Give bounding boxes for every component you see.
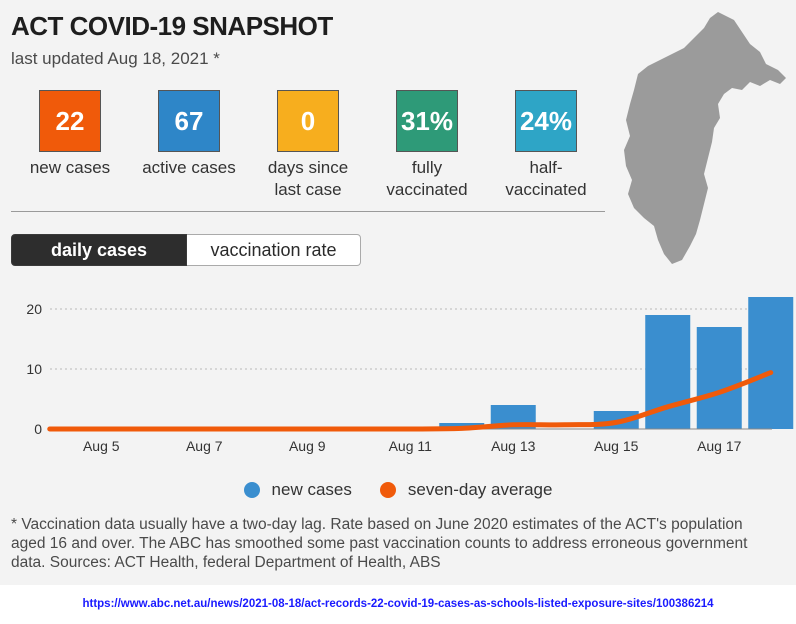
act-map-shape <box>624 12 786 264</box>
tab-daily-cases[interactable]: daily cases <box>11 234 187 266</box>
chart-tabs: daily cases vaccination rate <box>11 234 361 266</box>
stat-value-box: 24% <box>515 90 577 152</box>
source-url[interactable]: https://www.abc.net.au/news/2021-08-18/a… <box>82 598 714 610</box>
divider <box>11 211 605 212</box>
snapshot-panel: ACT COVID-19 SNAPSHOT last updated Aug 1… <box>0 0 796 585</box>
y-tick-label: 20 <box>26 301 42 317</box>
stat-value-box: 0 <box>277 90 339 152</box>
stat-label: active cases <box>142 158 236 177</box>
footnote: * Vaccination data usually have a two-da… <box>11 516 748 571</box>
y-tick-label: 10 <box>26 361 42 377</box>
stat-label: new cases <box>29 158 111 177</box>
x-tick-label: Aug 17 <box>697 438 742 454</box>
legend-item-seven-day-average: seven-day average <box>379 480 553 500</box>
x-tick-label: Aug 15 <box>594 438 639 454</box>
legend-swatch <box>379 482 396 498</box>
seven-day-average-line <box>47 370 774 432</box>
act-map-icon <box>624 12 786 264</box>
stat-label: fully vaccinated <box>386 158 468 199</box>
legend-label: seven-day average <box>407 480 553 499</box>
stat-value-box: 31% <box>396 90 458 152</box>
x-tick-label: Aug 7 <box>186 438 223 454</box>
chart-legend: new cases seven-day average <box>0 480 796 500</box>
legend-label: new cases <box>271 480 352 499</box>
legend-swatch <box>243 482 260 498</box>
stat-label: days since last case <box>267 158 349 199</box>
page-title: ACT COVID-19 SNAPSHOT <box>11 11 333 41</box>
x-tick-label: Aug 9 <box>289 438 326 454</box>
y-tick-label: 0 <box>34 421 42 437</box>
daily-cases-chart: 0 10 20 Aug 5 Aug 7 Aug 9 Aug 11 Aug 13 Aug 15 Au… <box>26 297 794 454</box>
legend-item-new-cases: new cases <box>243 480 352 500</box>
stat-fully-vaccinated: 31% fully vaccinated <box>367 90 487 201</box>
stat-label: half- vaccinated <box>505 158 587 199</box>
stat-active-cases: 67 active cases <box>129 90 249 179</box>
last-updated-text: last updated Aug 18, 2021 * <box>11 49 220 68</box>
stat-value-box: 67 <box>158 90 220 152</box>
stat-half-vaccinated: 24% half- vaccinated <box>486 90 606 201</box>
stat-value-box: 22 <box>39 90 101 152</box>
stat-new-cases: 22 new cases <box>10 90 130 179</box>
tab-vaccination-rate[interactable]: vaccination rate <box>187 234 361 266</box>
bar <box>696 327 742 429</box>
x-tick-label: Aug 5 <box>83 438 120 454</box>
bar <box>748 297 794 429</box>
x-tick-label: Aug 13 <box>491 438 536 454</box>
stat-days-since-last-case: 0 days since last case <box>248 90 368 201</box>
x-tick-label: Aug 11 <box>389 438 433 454</box>
